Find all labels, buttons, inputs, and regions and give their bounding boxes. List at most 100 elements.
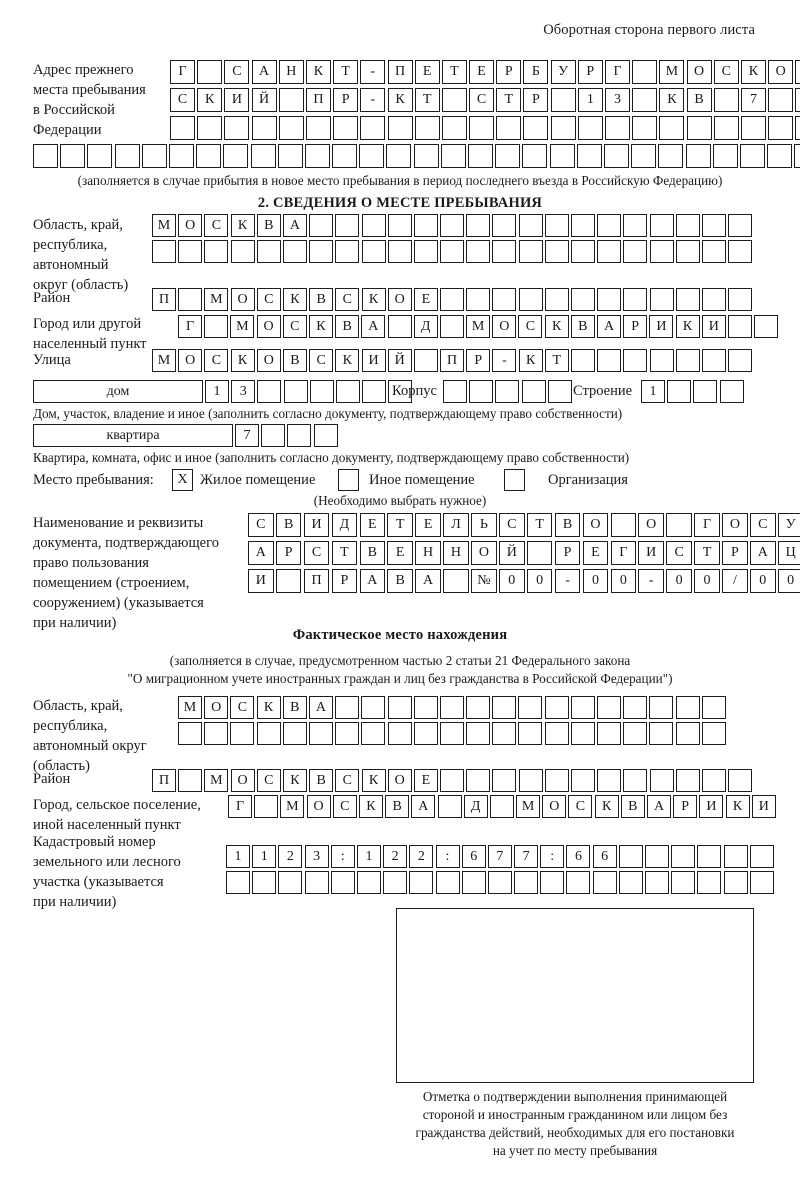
- doc-cell-10[interactable]: 0: [499, 569, 525, 593]
- actual-district-cell-5[interactable]: С: [256, 769, 281, 792]
- cadastral-cell-14[interactable]: [566, 871, 591, 894]
- prev-address-cell-17[interactable]: 3: [605, 88, 630, 112]
- actual-region-cell-20[interactable]: [675, 696, 700, 719]
- section2-street-cell-17[interactable]: [571, 349, 595, 372]
- prev-address-cell-15[interactable]: [550, 88, 576, 112]
- actual-district-cell-21[interactable]: [675, 769, 700, 792]
- prev-address-cell-16[interactable]: Р: [577, 60, 603, 84]
- prev-address-cell-16[interactable]: [577, 116, 603, 140]
- section2-city-cell-11[interactable]: [439, 315, 464, 338]
- section2-street-cell-8[interactable]: К: [335, 349, 360, 372]
- doc-cell-16[interactable]: С: [666, 541, 692, 565]
- prev-address-cell-20[interactable]: О: [686, 60, 712, 84]
- doc-cell-2[interactable]: [275, 569, 302, 593]
- prev-address-cell-16[interactable]: 1: [577, 88, 603, 112]
- section2-region-cell-1[interactable]: [152, 240, 176, 263]
- doc-cell-17[interactable]: 0: [694, 569, 720, 593]
- actual-city-cell-14[interactable]: С: [568, 795, 593, 818]
- section2-city-cell-3[interactable]: М: [230, 315, 255, 338]
- prev-address-cell-21[interactable]: [576, 144, 602, 168]
- actual-region-cell-19[interactable]: [649, 696, 674, 719]
- prev-address-cell-15[interactable]: [550, 116, 576, 140]
- doc-cell-7[interactable]: Н: [415, 541, 441, 565]
- section2-region-cell-18[interactable]: [597, 214, 622, 237]
- prev-address-cell-17[interactable]: Г: [605, 60, 630, 84]
- cadastral-cell-13[interactable]: [540, 871, 565, 894]
- actual-region-cell-7[interactable]: [335, 722, 360, 745]
- prev-address-cell-23[interactable]: [768, 116, 794, 140]
- actual-region-cell-16[interactable]: [570, 722, 595, 745]
- prev-address-cell-20[interactable]: В: [686, 88, 712, 112]
- prev-address-cell-14[interactable]: Р: [523, 88, 549, 112]
- actual-region-cell-4[interactable]: [256, 722, 281, 745]
- section2-region-cell-5[interactable]: В: [256, 214, 281, 237]
- cadastral-cell-9[interactable]: :: [435, 845, 460, 868]
- section2-city-cell-4[interactable]: О: [256, 315, 281, 338]
- house-cell-2[interactable]: 3: [231, 380, 256, 403]
- section2-region-cell-16[interactable]: [544, 240, 569, 263]
- stroenie-cell-2[interactable]: [667, 380, 692, 403]
- prev-address-cell-12[interactable]: Е: [469, 60, 495, 84]
- checkbox-organization[interactable]: [504, 469, 525, 491]
- section2-region-cell-9[interactable]: [361, 240, 386, 263]
- doc-cell-18[interactable]: Р: [722, 541, 748, 565]
- section2-district-cell-19[interactable]: [623, 288, 648, 311]
- doc-cell-6[interactable]: Е: [387, 541, 413, 565]
- doc-cell-14[interactable]: 0: [610, 569, 637, 593]
- section2-street-cell-3[interactable]: С: [204, 349, 229, 372]
- prev-address-cell-2[interactable]: К: [197, 88, 223, 112]
- section2-region-cell-13[interactable]: [466, 240, 491, 263]
- doc-cell-15[interactable]: И: [638, 541, 664, 565]
- apartment-cell-2[interactable]: [261, 424, 286, 447]
- prev-address-cell-4[interactable]: Й: [251, 88, 277, 112]
- prev-address-cell-26[interactable]: [712, 144, 738, 168]
- section2-district-cell-16[interactable]: [544, 288, 569, 311]
- actual-district-cell-2[interactable]: [178, 769, 203, 792]
- section2-district-cell-12[interactable]: [440, 288, 465, 311]
- section2-city-cell-14[interactable]: С: [518, 315, 543, 338]
- section2-region-cell-2[interactable]: О: [178, 214, 203, 237]
- section2-city-cell-16[interactable]: В: [570, 315, 595, 338]
- doc-cell-9[interactable]: Ь: [471, 513, 497, 537]
- house-cell-7[interactable]: [362, 380, 387, 403]
- korpus-cell-5[interactable]: [547, 380, 572, 403]
- apartment-cell-1[interactable]: 7: [235, 424, 259, 447]
- actual-region-cell-14[interactable]: [518, 696, 543, 719]
- prev-address-cell-9[interactable]: [387, 116, 413, 140]
- prev-address-cell-6[interactable]: К: [305, 60, 331, 84]
- actual-region-cell-15[interactable]: [544, 722, 569, 745]
- doc-cell-15[interactable]: О: [638, 513, 664, 537]
- prev-address-cell-21[interactable]: С: [713, 60, 739, 84]
- cadastral-cell-4[interactable]: [304, 871, 329, 894]
- cadastral-cell-12[interactable]: 7: [514, 845, 539, 868]
- actual-district-cell-18[interactable]: [597, 769, 622, 792]
- prev-address-cell-19[interactable]: [522, 144, 548, 168]
- section2-city-cell-7[interactable]: В: [335, 315, 360, 338]
- section2-street-cell-9[interactable]: И: [361, 349, 386, 372]
- section2-street-cell-5[interactable]: О: [256, 349, 281, 372]
- prev-address-cell-11[interactable]: [441, 88, 467, 112]
- prev-address-cell-6[interactable]: П: [305, 88, 331, 112]
- doc-cell-13[interactable]: Е: [582, 541, 609, 565]
- cadastral-cell-8[interactable]: 2: [409, 845, 434, 868]
- korpus-cell-4[interactable]: [521, 380, 546, 403]
- prev-address-cell-22[interactable]: [603, 144, 629, 168]
- doc-cell-7[interactable]: Е: [415, 513, 441, 537]
- actual-region-cell-20[interactable]: [675, 722, 700, 745]
- section2-street-cell-15[interactable]: К: [518, 349, 543, 372]
- prev-address-cell-3[interactable]: С: [224, 60, 250, 84]
- prev-address-cell-14[interactable]: Б: [523, 60, 549, 84]
- section2-district-cell-1[interactable]: П: [152, 288, 176, 311]
- section2-region-cell-13[interactable]: [466, 214, 491, 237]
- actual-district-cell-19[interactable]: [623, 769, 648, 792]
- actual-region-cell-19[interactable]: [649, 722, 674, 745]
- cadastral-cell-15[interactable]: [592, 871, 617, 894]
- actual-city-cell-9[interactable]: [437, 795, 462, 818]
- korpus-cell-1[interactable]: [443, 380, 467, 403]
- prev-address-cell-16[interactable]: [440, 144, 466, 168]
- section2-district-cell-17[interactable]: [571, 288, 595, 311]
- prev-address-cell-24[interactable]: [658, 144, 684, 168]
- actual-city-cell-20[interactable]: К: [725, 795, 750, 818]
